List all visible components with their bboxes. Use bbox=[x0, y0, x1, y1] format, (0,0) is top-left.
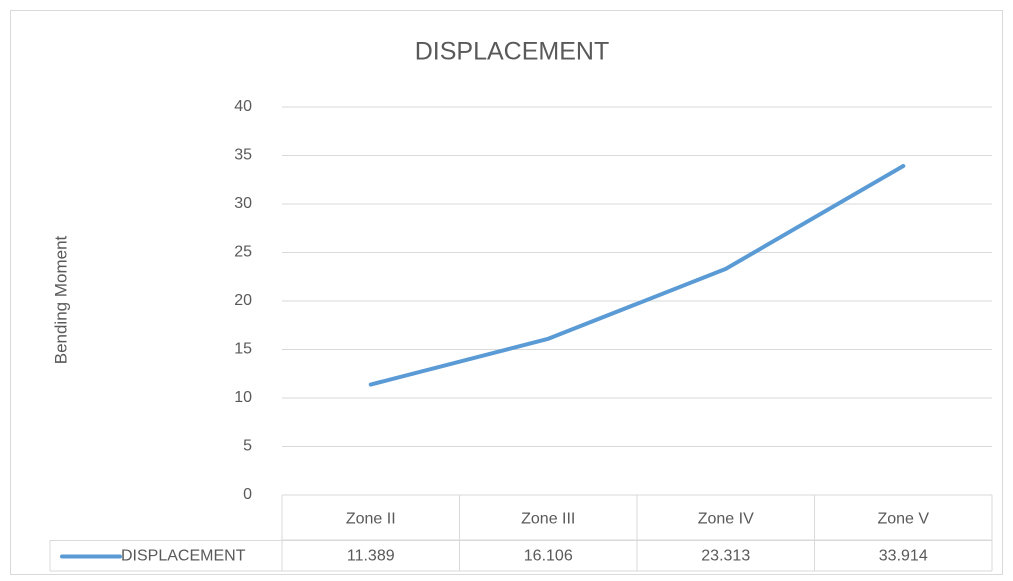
y-tick-label: 10 bbox=[234, 389, 252, 406]
legend-label: DISPLACEMENT bbox=[121, 548, 246, 565]
chart-border bbox=[10, 10, 1003, 575]
y-tick-label: 30 bbox=[234, 195, 252, 212]
chart-title: DISPLACEMENT bbox=[415, 38, 609, 66]
table-value: 11.389 bbox=[347, 548, 395, 565]
y-tick-label: 25 bbox=[234, 244, 252, 261]
x-tick-label: Zone V bbox=[877, 511, 929, 528]
x-tick-label: Zone II bbox=[346, 511, 396, 528]
x-tick-label: Zone III bbox=[521, 511, 575, 528]
y-tick-label: 35 bbox=[234, 147, 252, 164]
table-value: 33.914 bbox=[879, 548, 928, 565]
table-value: 23.313 bbox=[701, 548, 750, 565]
y-tick-label: 20 bbox=[234, 292, 252, 309]
y-axis-label: Bending Moment bbox=[51, 235, 70, 364]
y-tick-label: 5 bbox=[243, 438, 252, 455]
x-tick-label: Zone IV bbox=[698, 511, 754, 528]
y-tick-label: 15 bbox=[234, 341, 252, 358]
y-tick-label: 0 bbox=[243, 486, 252, 503]
y-tick-label: 40 bbox=[234, 98, 252, 115]
table-value: 16.106 bbox=[524, 548, 573, 565]
line-series bbox=[368, 164, 906, 387]
